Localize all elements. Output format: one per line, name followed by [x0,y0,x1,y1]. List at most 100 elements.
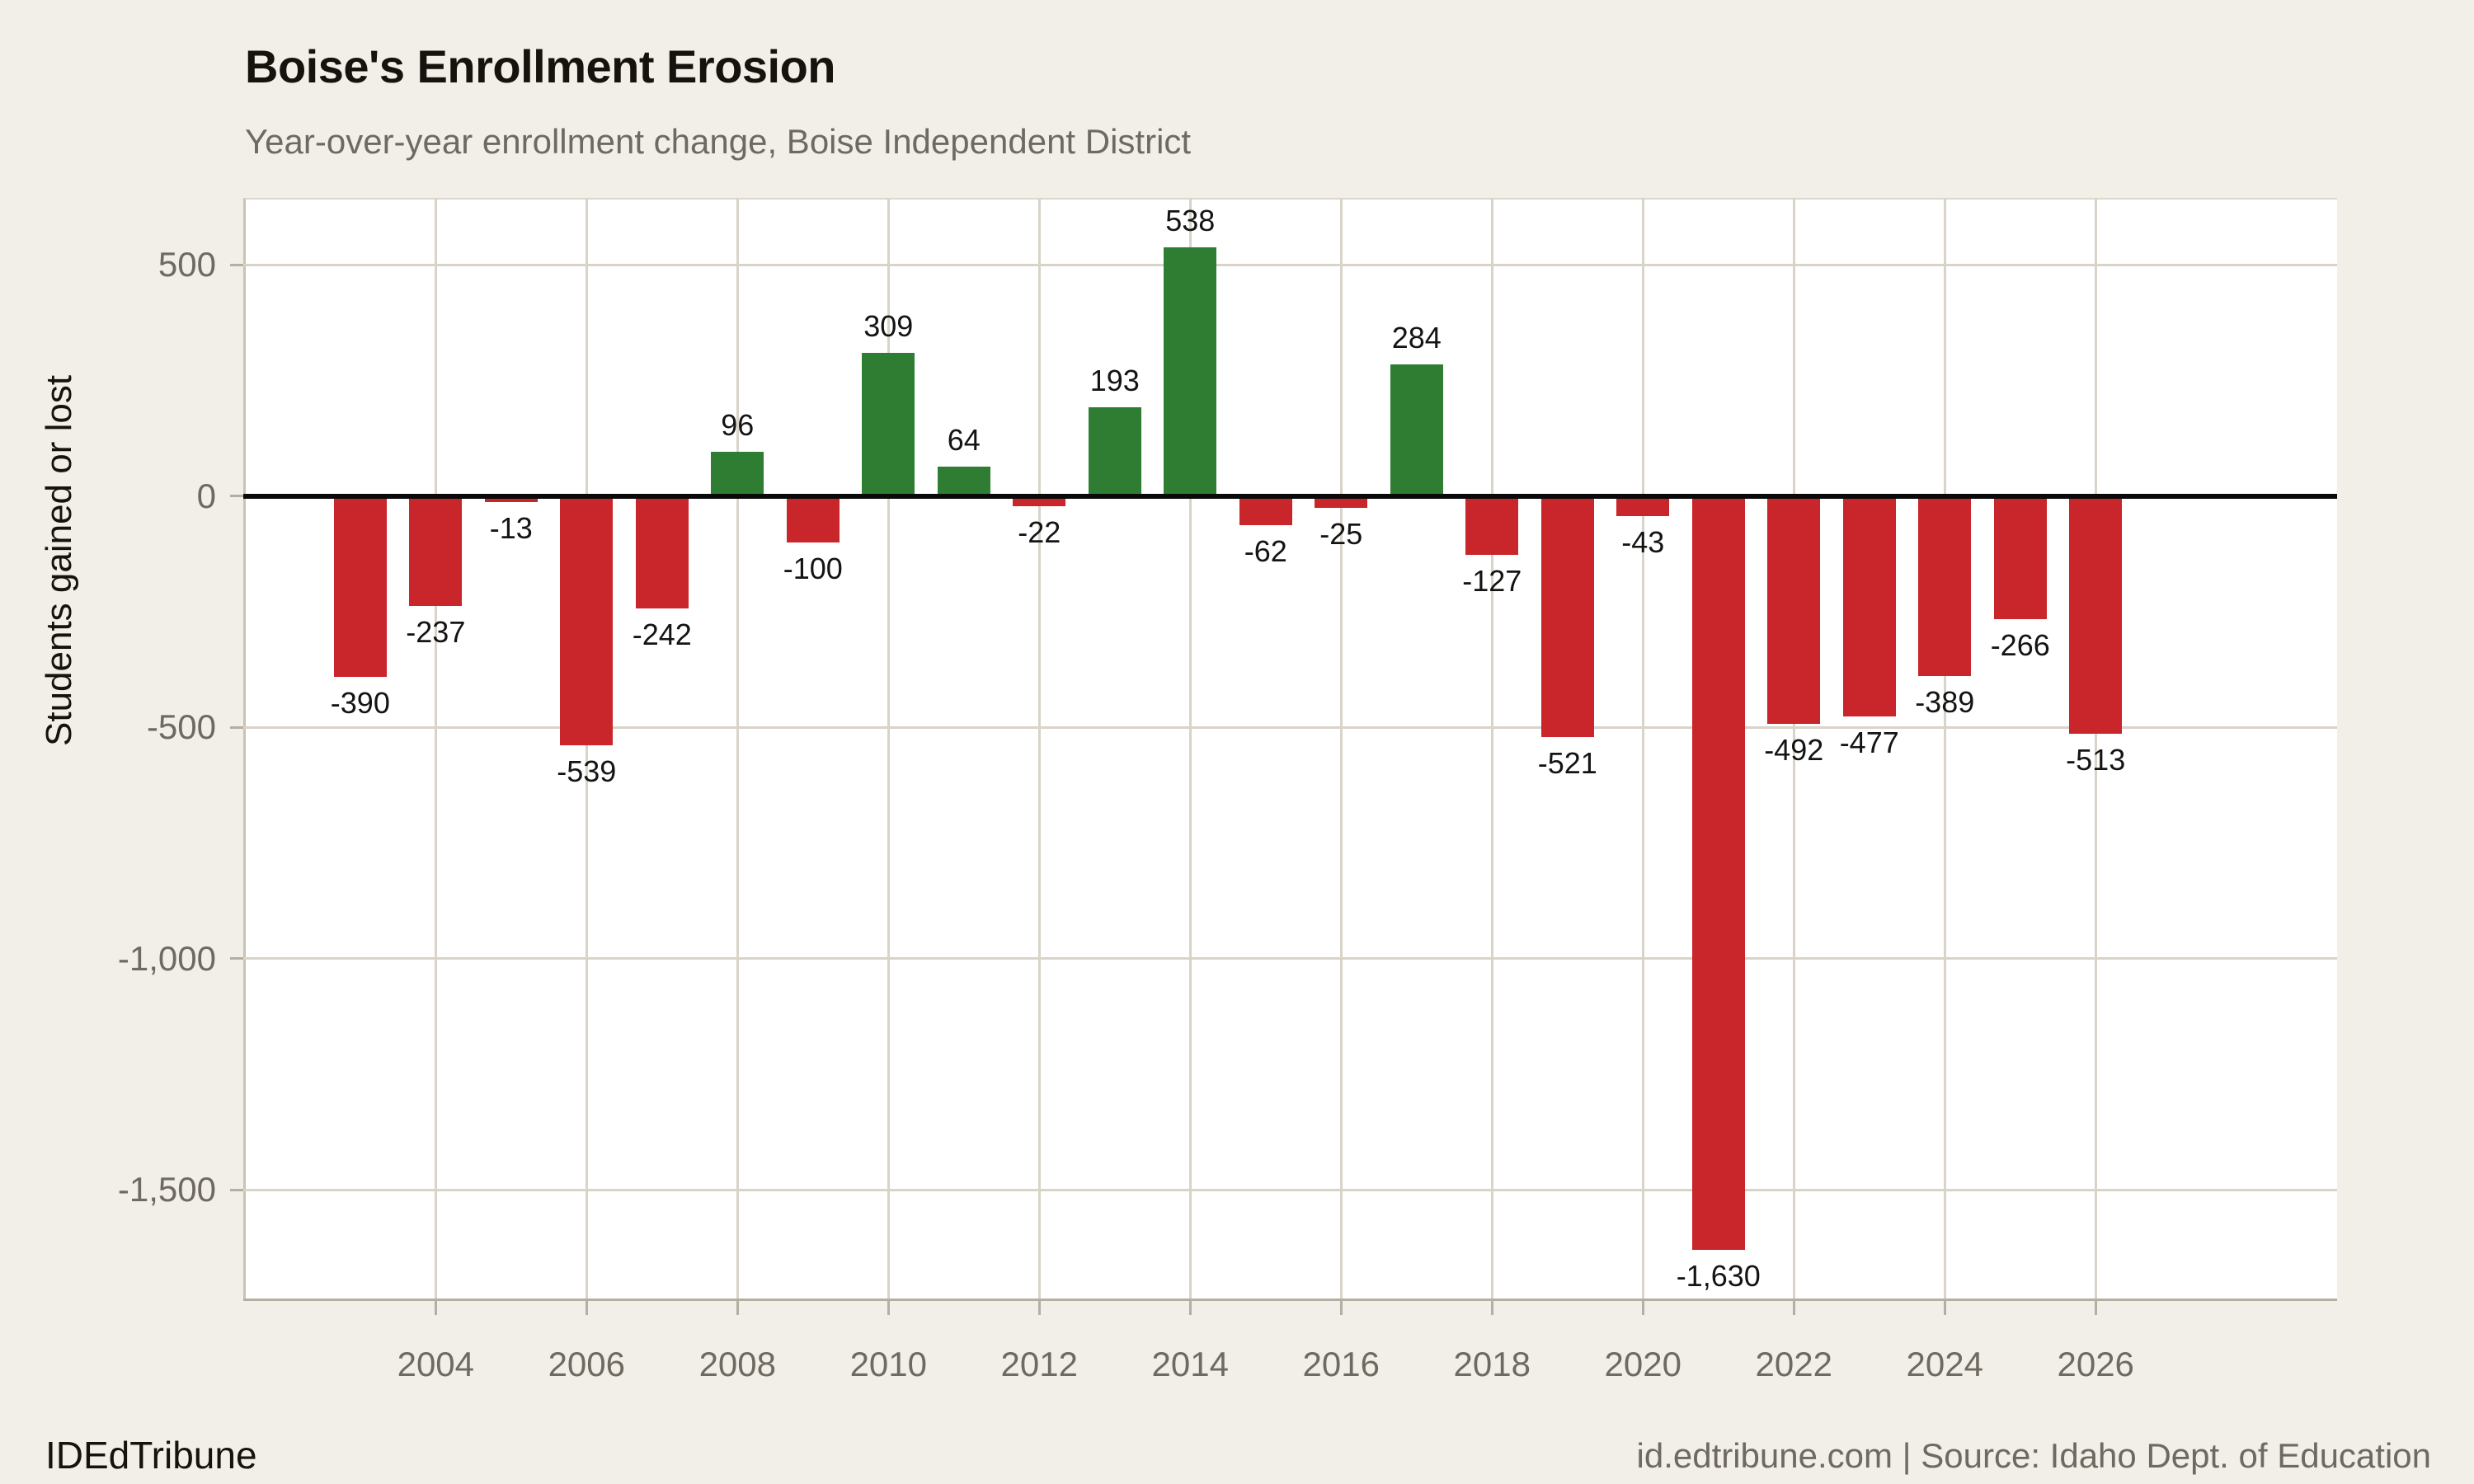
bar-2012 [1013,495,1066,507]
x-tick-label-2014: 2014 [1151,1345,1229,1383]
bar-value-label-2010: 309 [863,309,914,344]
bar-value-label-2016: -25 [1319,516,1363,551]
bar-2023 [1842,495,1896,717]
gridline-x-2014 [1188,198,1192,1298]
zero-line [243,493,2337,499]
x-tick-label-2018: 2018 [1453,1345,1531,1383]
gridline-y--1500 [243,1188,2337,1191]
bar-value-label-2003: -390 [330,685,390,720]
bar-value-label-2018: -127 [1462,564,1522,599]
bar-value-label-2023: -477 [1839,726,1899,760]
x-axis-line [243,1298,2337,1301]
chart-title: Boise's Enrollment Erosion [245,40,836,92]
bar-2020 [1616,495,1670,516]
bar-2011 [937,466,990,496]
x-tick-label-2010: 2010 [849,1345,927,1383]
bar-2014 [1164,247,1217,496]
x-tick-label-2012: 2012 [1000,1345,1078,1383]
x-tick-2026 [2094,1301,2097,1315]
bar-value-label-2021: -1,630 [1676,1259,1761,1294]
bar-2018 [1465,495,1519,556]
x-tick-2016 [1339,1301,1343,1315]
bar-value-label-2013: 193 [1089,363,1140,397]
bar-2007 [635,495,689,608]
y-tick--1000 [230,957,243,960]
bar-2019 [1540,495,1594,738]
x-tick-label-2016: 2016 [1302,1345,1380,1383]
gridline-y--500 [243,726,2337,729]
x-tick-label-2004: 2004 [397,1345,475,1383]
plot-area [243,198,2337,1298]
bar-2008 [711,451,764,496]
bar-2006 [560,495,614,746]
gridline-x-2004 [434,198,437,1298]
x-tick-2020 [1641,1301,1644,1315]
x-tick-label-2026: 2026 [2057,1345,2134,1383]
bar-2022 [1767,495,1821,724]
gridline-x-2022 [1792,198,1795,1298]
y-tick-0 [230,495,243,498]
bar-value-label-2011: 64 [947,422,981,457]
gridline-y--1000 [243,957,2337,960]
x-tick-label-2024: 2024 [1906,1345,1983,1383]
bar-2015 [1239,495,1292,525]
chart-subtitle: Year-over-year enrollment change, Boise … [245,122,1192,161]
bar-value-label-2017: 284 [1391,321,1442,355]
x-tick-2014 [1188,1301,1192,1315]
bar-2013 [1088,406,1141,496]
footer-brand: IDEdTribune [45,1434,257,1477]
y-tick-label-500: 500 [158,245,216,284]
bar-value-label-2015: -62 [1244,533,1287,568]
bar-2010 [862,353,915,496]
bar-value-label-2007: -242 [632,617,692,651]
y-tick-label--1500: -1,500 [117,1170,216,1209]
x-tick-2004 [434,1301,437,1315]
gridline-x-2020 [1641,198,1644,1298]
y-tick-label-0: 0 [196,476,216,515]
bar-2021 [1691,495,1745,1251]
x-tick-2006 [585,1301,588,1315]
bar-2005 [484,495,538,503]
gridline-y-500 [243,263,2337,266]
bar-value-label-2024: -389 [1915,684,1975,719]
x-tick-2008 [736,1301,739,1315]
y-tick-500 [230,263,243,266]
bar-value-label-2012: -22 [1018,515,1061,550]
bar-2009 [786,495,840,542]
gridline-x-2026 [2094,198,2097,1298]
bar-2017 [1390,364,1443,496]
bar-2026 [2069,495,2123,734]
bar-value-label-2026: -513 [2066,742,2126,777]
bar-value-label-2009: -100 [783,551,843,585]
bar-value-label-2020: -43 [1621,524,1665,559]
gridline-x-2006 [585,198,588,1298]
x-tick-label-2008: 2008 [698,1345,776,1383]
bar-2016 [1315,495,1368,508]
bar-value-label-2019: -521 [1537,746,1597,781]
gridline-x-2018 [1490,198,1493,1298]
x-tick-2024 [1943,1301,1946,1315]
bar-value-label-2005: -13 [489,511,533,546]
x-tick-2018 [1490,1301,1493,1315]
y-tick--1500 [230,1188,243,1191]
bar-2025 [1993,495,2047,619]
bar-2004 [409,495,463,606]
bar-value-label-2004: -237 [406,614,466,649]
gridline-x-2008 [736,198,739,1298]
bar-2003 [333,495,387,677]
x-tick-label-2006: 2006 [548,1345,626,1383]
bar-value-label-2006: -539 [557,754,617,789]
x-tick-2010 [887,1301,890,1315]
gridline-x-2016 [1339,198,1343,1298]
bar-2024 [1918,495,1972,676]
x-tick-label-2022: 2022 [1755,1345,1832,1383]
bar-value-label-2025: -266 [1990,628,2050,662]
gridline-x-2024 [1943,198,1946,1298]
x-tick-label-2020: 2020 [1604,1345,1681,1383]
y-tick-label--1000: -1,000 [117,938,216,978]
gridline-x-2010 [887,198,890,1298]
x-tick-2012 [1037,1301,1041,1315]
y-tick--500 [230,726,243,729]
y-tick-label--500: -500 [146,707,216,747]
